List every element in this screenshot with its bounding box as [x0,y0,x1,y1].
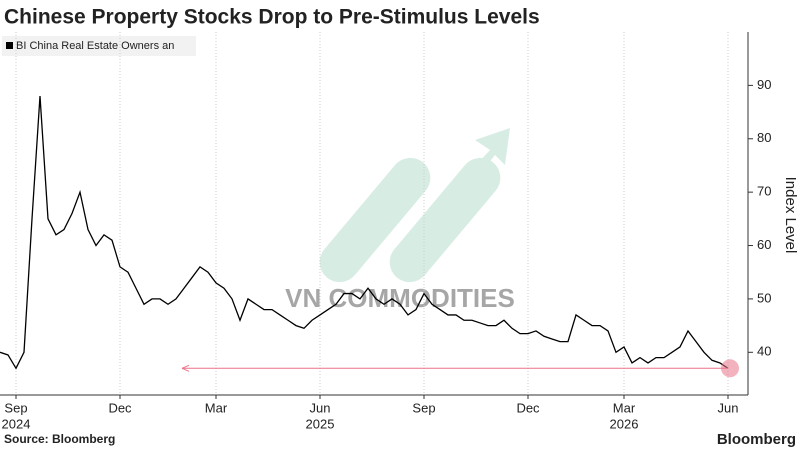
x-year-label: 2024 [2,416,31,431]
y-tick-label: 40 [757,344,771,359]
legend-swatch [6,42,13,49]
reference-arrowhead [181,364,190,372]
x-year-label: 2026 [610,416,639,431]
y-tick-label: 70 [757,184,771,199]
y-tick-label: 80 [757,130,771,145]
y-tick-label: 90 [757,77,771,92]
x-year-label: 2025 [306,416,335,431]
line [0,96,729,370]
brand: Bloomberg [717,431,796,448]
reference-marker [721,359,739,378]
y-axis-label: Index Level [782,177,799,254]
x-tick-label: Dec [516,400,540,415]
x-tick-label: Jun [718,400,739,415]
watermark: VN COMMODITIES [285,283,515,313]
x-tick-label: Sep [412,400,435,415]
x-tick-label: Mar [613,400,636,415]
legend-box [2,36,196,56]
y-tick-label: 60 [757,237,771,252]
watermark-logo [319,128,510,283]
x-tick-label: Sep [4,400,27,415]
x-tick-label: Jun [310,400,331,415]
x-tick-label: Dec [108,400,132,415]
x-tick-label: Mar [205,400,228,415]
y-tick-label: 50 [757,290,771,305]
legend-label: BI China Real Estate Owners an [16,40,174,52]
chart-title: Chinese Property Stocks Drop to Pre-Stim… [4,6,540,29]
source: Source: Bloomberg [4,432,115,446]
